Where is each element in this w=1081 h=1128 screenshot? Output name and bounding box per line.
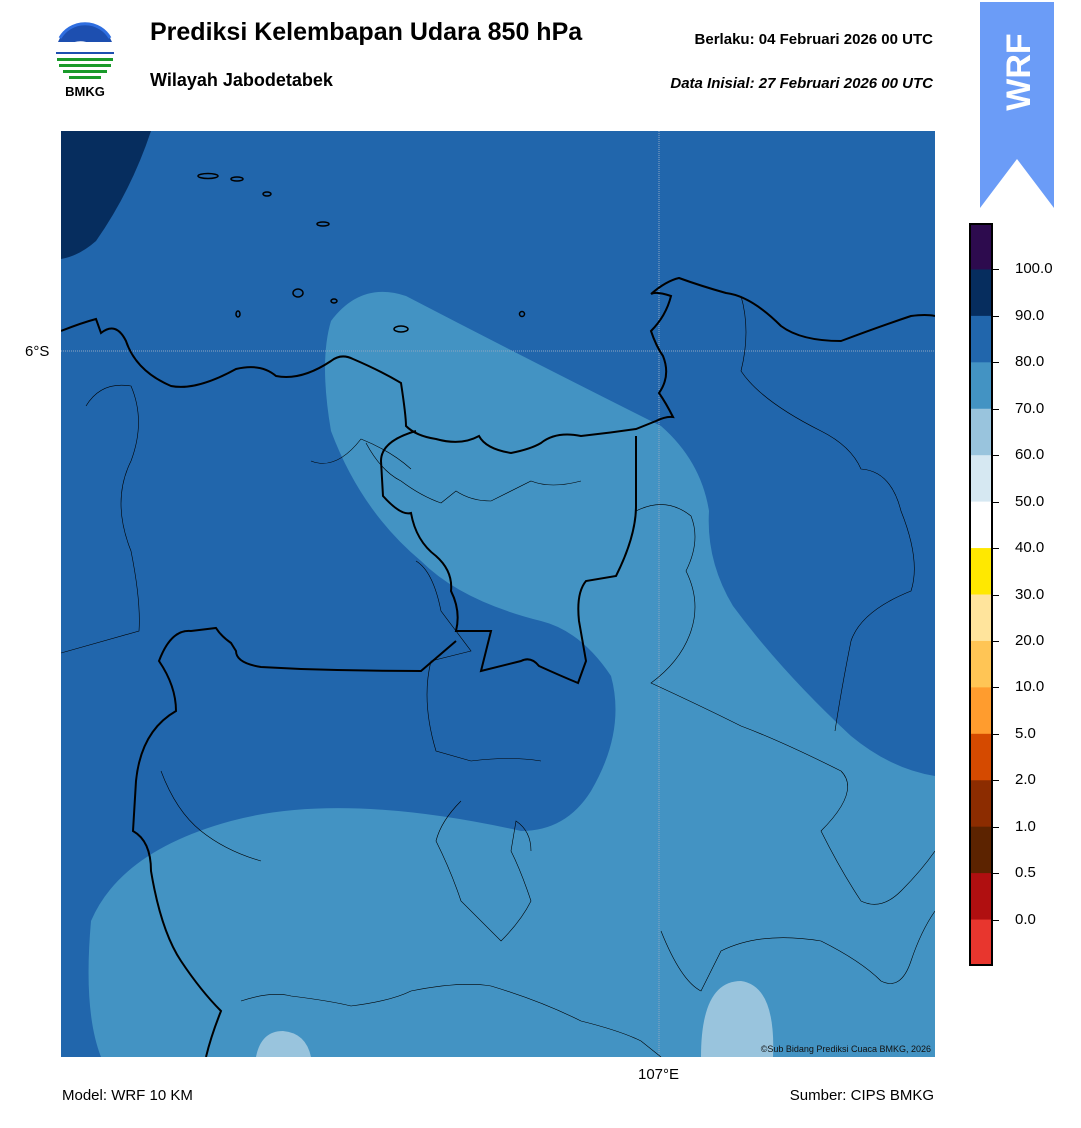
colorbar-tick-label: 20.0 xyxy=(1015,631,1045,649)
colorbar-segment xyxy=(969,826,993,874)
island xyxy=(230,176,244,182)
colorbar-tick xyxy=(993,687,999,689)
humidity-60-70-patch-east xyxy=(701,981,774,1057)
colorbar-segment xyxy=(969,315,993,363)
colorbar-tick xyxy=(993,780,999,782)
colorbar-segment xyxy=(969,733,993,781)
logo-text: BMKG xyxy=(65,84,105,99)
map-subtitle: Wilayah Jabodetabek xyxy=(150,70,333,90)
colorbar-tick xyxy=(993,315,999,317)
colorbar-tick-label: 90.0 xyxy=(1015,306,1045,324)
colorbar-tick-label: 50.0 xyxy=(1015,492,1045,510)
colorbar-segment xyxy=(969,594,993,642)
colorbar-segment xyxy=(969,780,993,828)
island xyxy=(330,298,338,304)
colorbar-tick xyxy=(993,733,999,735)
colorbar-tick-label: 2.0 xyxy=(1015,771,1036,789)
colorbar-segment xyxy=(969,362,993,410)
provincial-boundary xyxy=(131,626,457,1057)
colorbar-segment xyxy=(969,687,993,735)
colorbar-tick-label: 40.0 xyxy=(1015,539,1045,557)
longitude-label: 107°E xyxy=(638,1066,680,1083)
colorbar-tick xyxy=(993,362,999,364)
colorbar-frame xyxy=(969,223,993,966)
colorbar-segment xyxy=(969,548,993,595)
colorbar-tick-label: 0.5 xyxy=(1015,864,1036,882)
colorbar-tick xyxy=(993,594,999,596)
island xyxy=(316,221,330,227)
colorbar-tick xyxy=(993,826,999,828)
initial-data-time: Data Inisial: 27 Februari 2026 00 UTC xyxy=(670,75,933,92)
source-label: Sumber: CIPS BMKG xyxy=(789,1087,934,1104)
colorbar-segment xyxy=(969,640,993,688)
colorbar-tick-label: 100.0 xyxy=(1015,260,1053,278)
colorbar-tick xyxy=(993,408,999,410)
bmkg-logo-icon xyxy=(55,22,115,83)
wrf-badge: WRF xyxy=(980,2,1054,208)
colorbar-tick xyxy=(993,501,999,503)
colorbar-segment xyxy=(969,501,993,549)
valid-time: Berlaku: 04 Februari 2026 00 UTC xyxy=(694,31,933,48)
colorbar-tick xyxy=(993,455,999,457)
colorbar-segment xyxy=(969,269,993,317)
colorbar-tick-label: 60.0 xyxy=(1015,446,1045,464)
colorbar-tick xyxy=(993,640,999,642)
colorbar-tick-label: 30.0 xyxy=(1015,585,1045,603)
wrf-badge-text: WRF xyxy=(1000,33,1038,110)
model-label: Model: WRF 10 KM xyxy=(62,1087,193,1104)
colorbar-segment xyxy=(969,919,993,966)
colorbar-segment xyxy=(969,873,993,921)
island xyxy=(393,325,409,333)
colorbar-tick-label: 70.0 xyxy=(1015,399,1045,417)
island xyxy=(235,310,241,318)
map-title: Prediksi Kelembapan Udara 850 hPa xyxy=(150,18,583,46)
humidity-map xyxy=(61,131,935,1057)
colorbar-tick xyxy=(993,269,999,271)
humidity-90-100-area xyxy=(61,131,151,259)
colorbar-tick-label: 1.0 xyxy=(1015,817,1036,835)
colorbar-segment xyxy=(969,455,993,503)
provincial-boundary xyxy=(379,430,637,685)
island xyxy=(518,310,526,318)
colorbar-tick-label: 5.0 xyxy=(1015,724,1036,742)
district-boundaries xyxy=(61,295,935,1057)
colorbar-tick-label: 0.0 xyxy=(1015,910,1036,928)
colorbar xyxy=(969,223,993,966)
island xyxy=(197,172,219,180)
island xyxy=(292,288,304,298)
coastline xyxy=(61,276,935,455)
colorbar-tick xyxy=(993,873,999,875)
copyright-note: ©Sub Bidang Prediksi Cuaca BMKG, 2026 xyxy=(760,1044,931,1054)
colorbar-segment xyxy=(969,223,993,270)
island xyxy=(262,191,272,197)
colorbar-tick-label: 80.0 xyxy=(1015,353,1045,371)
latitude-label: 6°S xyxy=(25,343,50,360)
humidity-70-80-area xyxy=(88,291,935,1057)
colorbar-tick-label: 10.0 xyxy=(1015,678,1045,696)
colorbar-tick xyxy=(993,919,999,921)
humidity-60-70-patch-west xyxy=(256,1031,311,1057)
colorbar-segment xyxy=(969,408,993,456)
colorbar-tick xyxy=(993,548,999,550)
